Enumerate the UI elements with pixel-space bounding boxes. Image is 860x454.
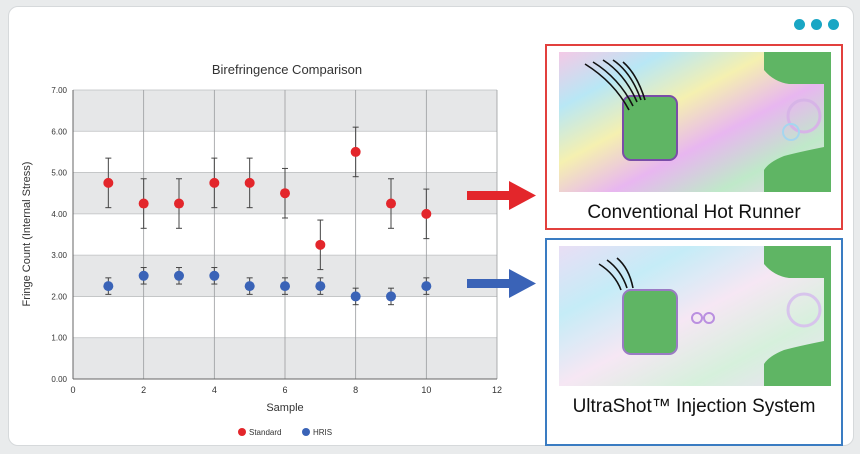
x-axis-label: Sample [266,402,303,414]
panel-caption: Conventional Hot Runner [587,202,801,223]
data-marks [103,126,432,306]
standard-point [421,208,432,219]
hris-point [350,291,361,302]
conventional-hot-runner-panel: Conventional Hot Runner [545,44,843,230]
plot-axes [72,90,497,380]
y-tick-label: 0.00 [51,375,67,384]
x-tick-label: 10 [421,385,431,395]
hris-point [421,281,432,292]
x-tick-labels: 0 2 4 6 8 10 12 [70,385,502,395]
x-tick-label: 12 [492,385,502,395]
legend-hris-label: HRIS [313,428,332,437]
x-tick-label: 0 [70,385,75,395]
standard-point [103,177,114,188]
standard-point [138,198,149,209]
legend-standard-label: Standard [249,428,281,437]
standard-point [280,188,290,199]
legend-hris-marker [302,428,310,436]
x-tick-label: 6 [282,385,287,395]
arrow-right-icon [467,181,536,210]
y-tick-label: 1.00 [51,334,67,343]
x-tick-label: 2 [141,385,146,395]
hris-point [386,291,396,302]
y-tick-labels: 0.00 1.00 2.00 3.00 4.00 5.00 6.00 7.00 [51,86,67,384]
ultrashot-injection-panel: UltraShot™ Injection System [545,238,843,446]
hris-point [315,281,326,292]
legend-standard-marker [238,428,246,436]
x-tick-label: 8 [353,385,358,395]
panel-caption: UltraShot™ Injection System [572,396,816,417]
standard-point [386,198,396,209]
standard-point [244,177,255,188]
arrow-right-icon [467,269,536,298]
standard-point [209,177,220,188]
hris-point [138,270,149,281]
stress-pattern-image [559,246,831,386]
y-axis-label: Fringe Count (Internal Stress) [21,162,33,307]
chart-title: Birefringence Comparison [212,62,362,77]
y-tick-label: 4.00 [51,210,67,219]
hris-point [103,281,114,292]
x-tick-label: 4 [212,385,217,395]
y-tick-label: 5.00 [51,169,67,178]
hris-point [244,281,255,292]
hris-point [174,270,184,281]
hris-point [280,281,290,292]
y-tick-label: 6.00 [51,127,67,136]
y-tick-label: 2.00 [51,292,67,301]
standard-point [174,198,184,209]
dot [794,19,805,30]
dot [828,19,839,30]
standard-point [350,146,361,157]
y-tick-label: 7.00 [51,86,67,95]
y-tick-label: 3.00 [51,251,67,260]
chart-legend: Standard HRIS [238,428,332,437]
stress-pattern-image [559,52,831,192]
standard-point [315,239,326,250]
hris-point [209,270,220,281]
more-dots-icon[interactable] [794,19,839,30]
dot [811,19,822,30]
